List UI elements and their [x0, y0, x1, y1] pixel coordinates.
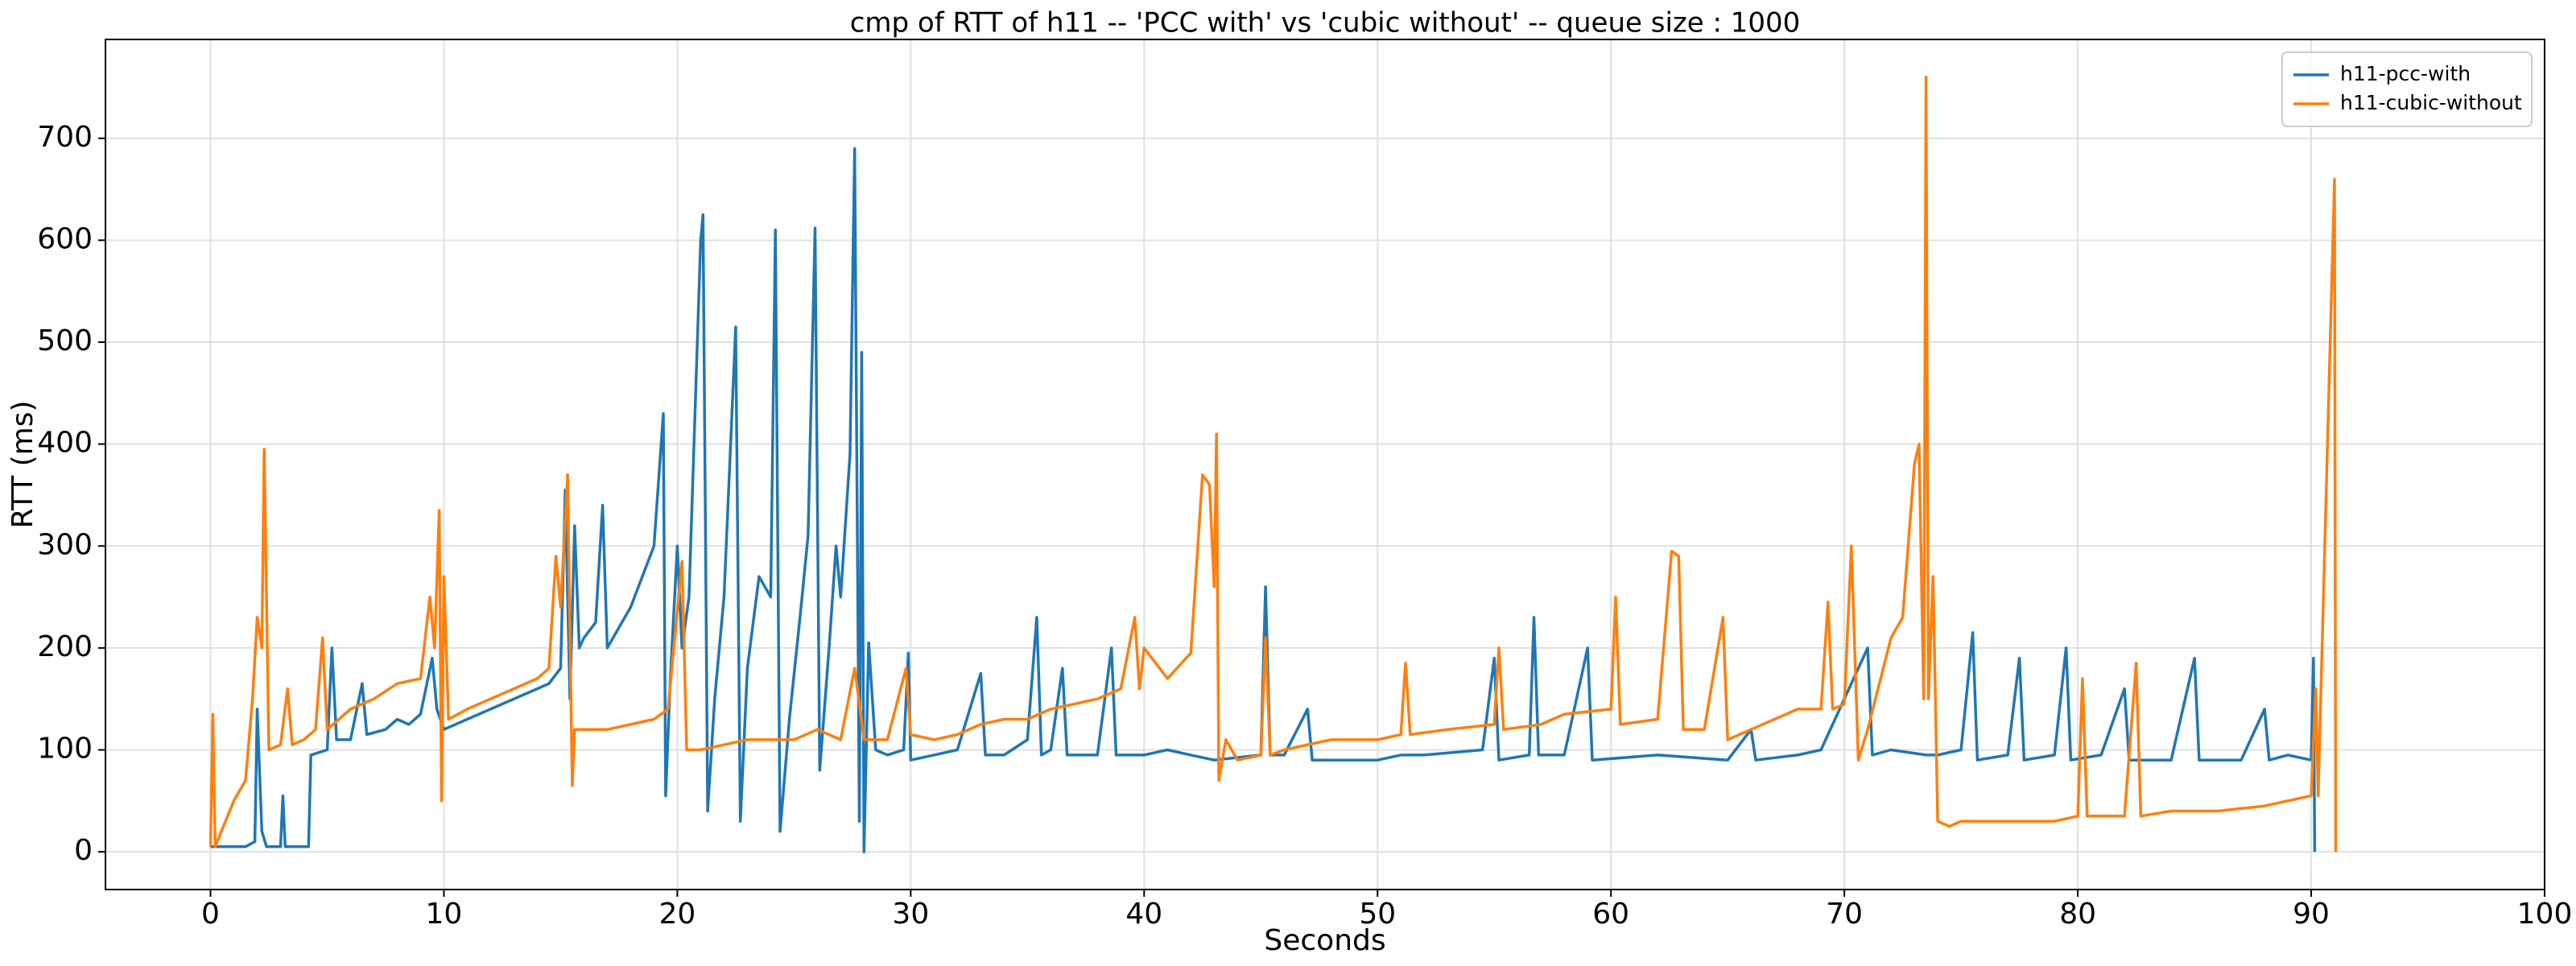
x-tick-label: 10 [426, 898, 463, 931]
x-tick-label: 50 [1359, 898, 1396, 931]
legend-box [2281, 52, 2533, 127]
x-tick-label: 40 [1125, 898, 1162, 931]
y-tick-label: 300 [37, 528, 93, 561]
series-line [210, 147, 2317, 853]
y-tick-label: 500 [37, 324, 93, 357]
legend-label: h11-cubic-without [2340, 91, 2522, 114]
x-tick-label: 30 [892, 898, 929, 931]
y-tick-label: 0 [74, 834, 93, 867]
plot-frame [105, 39, 2545, 890]
y-tick-label: 200 [37, 630, 93, 663]
x-tick-label: 100 [2517, 898, 2573, 931]
y-tick-label: 100 [37, 733, 93, 766]
x-tick-label: 80 [2059, 898, 2096, 931]
chart-title: cmp of RTT of h11 -- 'PCC with' vs 'cubi… [850, 7, 1801, 39]
y-tick-label: 600 [37, 222, 93, 255]
x-tick-label: 0 [201, 898, 220, 931]
y-tick-label: 700 [37, 121, 93, 154]
series-line [208, 76, 2338, 852]
x-tick-label: 70 [1826, 898, 1863, 931]
legend-label: h11-pcc-with [2340, 62, 2471, 85]
x-tick-label: 60 [1592, 898, 1629, 931]
y-tick-label: 400 [37, 427, 93, 460]
x-axis-label: Seconds [1264, 924, 1385, 957]
x-tick-label: 20 [658, 898, 696, 931]
y-axis-label: RTT (ms) [6, 400, 39, 528]
x-tick-label: 90 [2293, 898, 2330, 931]
